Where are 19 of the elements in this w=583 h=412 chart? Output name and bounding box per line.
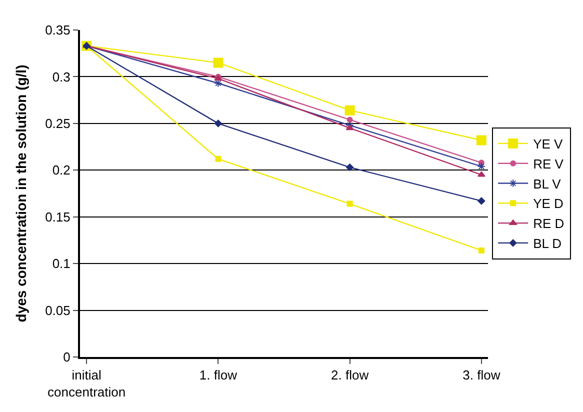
x-tick-label: 2. flow — [331, 368, 370, 383]
y-tick-label: 0.1 — [52, 256, 70, 272]
legend-label: BL V — [533, 176, 562, 192]
legend-label: BL D — [533, 236, 562, 252]
x-tick-label: initial concentration — [48, 368, 126, 400]
x-tick-label: 3. flow — [462, 368, 501, 383]
y-tick-label: 0.15 — [45, 209, 70, 224]
x-tick-label: 1. flow — [199, 368, 238, 383]
y-tick-label: 0 — [63, 350, 70, 365]
legend-label: RE D — [533, 216, 564, 232]
y-tick-label: 0.3 — [52, 69, 70, 84]
y-tick-label: 0.35 — [45, 22, 70, 38]
legend-label: YE D — [533, 196, 564, 212]
legend-label: RE V — [533, 156, 564, 172]
y-tick-label: 0.2 — [52, 162, 70, 178]
y-axis-title: dyes concentration in the solution (g/l) — [13, 64, 30, 322]
legend-label: YE V — [533, 136, 564, 152]
y-tick-label: 0.05 — [45, 302, 70, 318]
y-tick-label: 0.25 — [45, 116, 70, 131]
